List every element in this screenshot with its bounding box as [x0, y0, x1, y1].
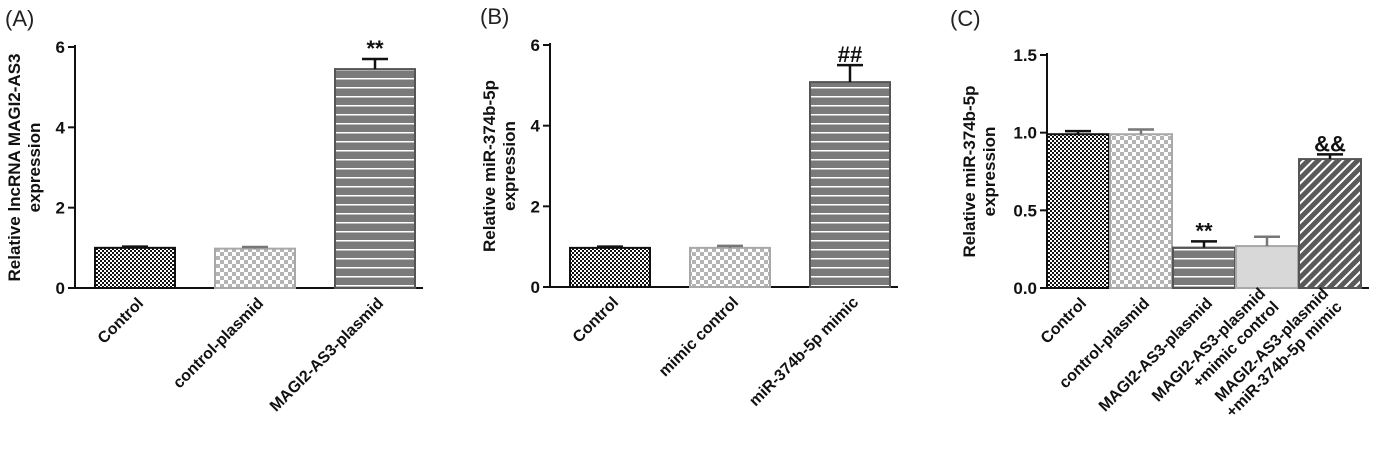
x-tick-label: mimic control	[656, 294, 742, 380]
y-axis-label: expression	[25, 123, 44, 213]
y-tick-label: 1.5	[1013, 46, 1037, 65]
panel-label: (C)	[950, 6, 981, 31]
y-tick-label: 0.5	[1013, 201, 1037, 220]
x-tick-label: control-plasmid	[170, 295, 267, 392]
bar	[1235, 245, 1299, 289]
y-tick-label: 2	[56, 199, 65, 218]
x-tick-label: Control	[1038, 295, 1090, 347]
y-tick-label: 0.0	[1013, 279, 1037, 298]
y-tick-label: 2	[531, 197, 540, 216]
panel-label: (B)	[480, 4, 509, 29]
significance-label: **	[1195, 218, 1213, 243]
significance-label: ##	[838, 42, 862, 67]
bar	[94, 246, 176, 289]
x-tick-label: Control	[95, 295, 147, 347]
panel-label: (A)	[5, 6, 34, 31]
bar	[1046, 133, 1110, 289]
y-tick-label: 0	[531, 278, 540, 297]
y-axis-label: Relative miR-374b-5p	[960, 86, 979, 258]
bar	[214, 247, 296, 290]
bar	[689, 246, 771, 288]
x-tick-label: MAGI2-AS3-plasmid	[267, 295, 387, 415]
panel-1: (B) Relative miR-374b-5p expression 0 2 4 6 Con…	[480, 4, 898, 410]
y-axis-label: expression	[980, 127, 999, 217]
y-tick-label: 0	[56, 279, 65, 298]
panel-2: (C) Relative miR-374b-5p expression 0.0 0.5 1…	[950, 6, 1369, 421]
panel-0: (A) Relative lncRNA MAGI2-AS3 expression 0 2…	[5, 6, 423, 415]
y-tick-label: 6	[56, 38, 65, 57]
y-axis-label: Relative miR-374b-5p	[480, 80, 499, 252]
bar	[334, 68, 416, 290]
y-axis-label: Relative lncRNA MAGI2-AS3	[5, 54, 24, 282]
y-tick-label: 6	[531, 36, 540, 55]
bar	[1109, 133, 1173, 289]
y-axis-label: expression	[500, 121, 519, 211]
y-tick-label: 1.0	[1013, 124, 1037, 143]
significance-label: **	[366, 36, 384, 61]
bar	[809, 81, 891, 288]
bar	[1172, 246, 1236, 289]
bar	[1298, 158, 1362, 289]
x-tick-label: miR-374b-5p mimic	[746, 294, 862, 410]
significance-label: &&	[1314, 131, 1346, 156]
y-tick-label: 4	[531, 117, 541, 136]
bar	[569, 246, 651, 288]
x-tick-label: Control	[570, 294, 622, 346]
y-tick-label: 4	[56, 118, 66, 137]
